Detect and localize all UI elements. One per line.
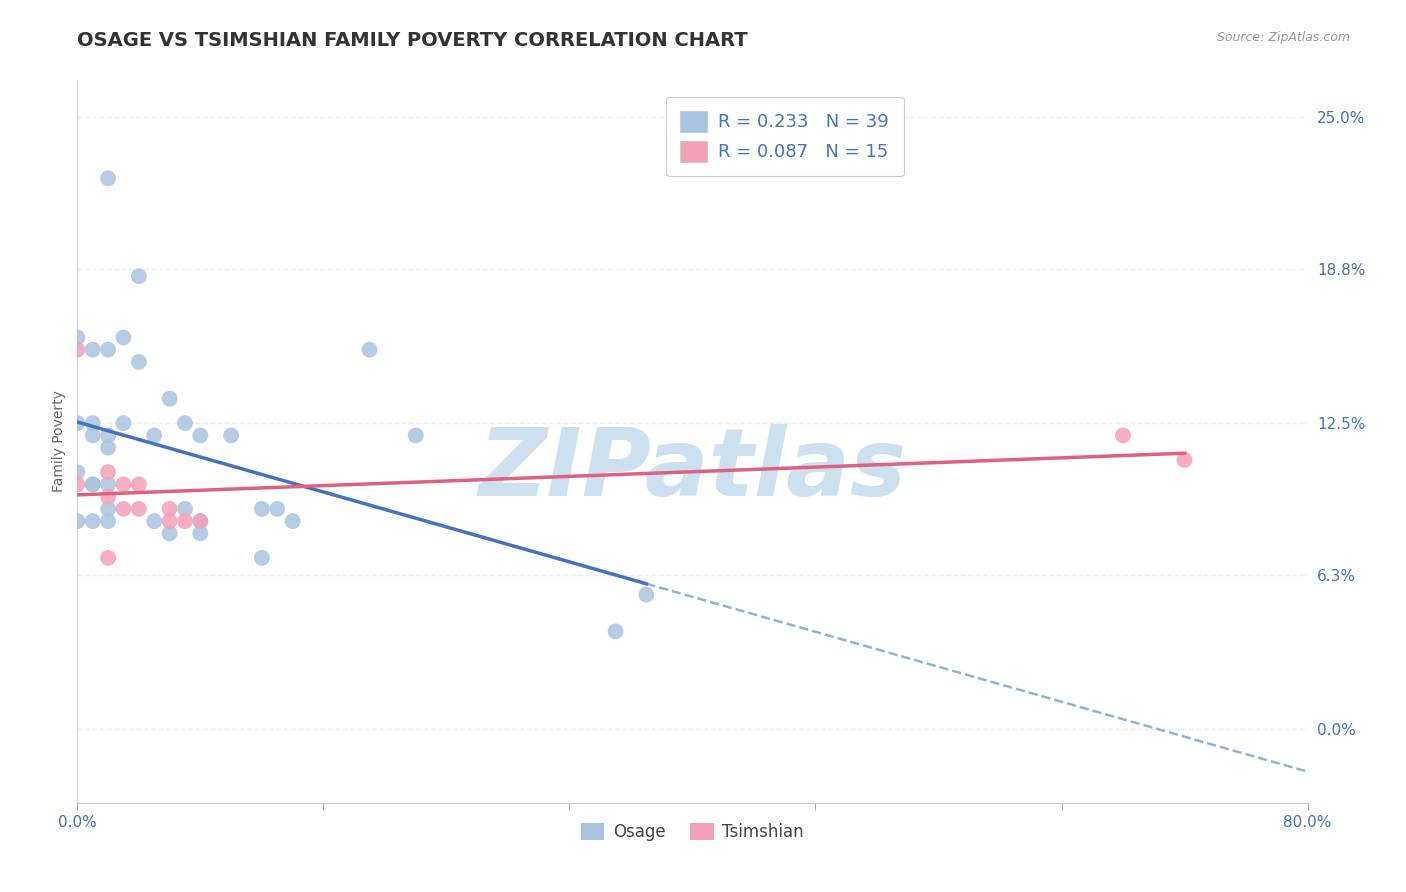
Point — [128, 502, 150, 516]
Point — [82, 343, 104, 357]
Point — [174, 502, 197, 516]
Point — [128, 355, 150, 369]
Point — [266, 502, 288, 516]
Point — [66, 416, 89, 430]
Point — [188, 514, 212, 528]
Point — [128, 269, 150, 284]
Point — [250, 502, 273, 516]
Point — [82, 514, 104, 528]
Point — [97, 343, 120, 357]
Point — [82, 477, 104, 491]
Point — [128, 477, 150, 491]
Point — [405, 428, 427, 442]
Text: Source: ZipAtlas.com: Source: ZipAtlas.com — [1216, 31, 1350, 45]
Point — [1112, 428, 1135, 442]
Point — [97, 477, 120, 491]
Point — [188, 428, 212, 442]
Point — [143, 428, 166, 442]
Text: ZIPatlas: ZIPatlas — [478, 425, 907, 516]
Point — [97, 171, 120, 186]
Point — [188, 526, 212, 541]
Point — [97, 514, 120, 528]
Point — [174, 514, 197, 528]
Point — [159, 502, 181, 516]
Point — [97, 441, 120, 455]
Point — [82, 477, 104, 491]
Point — [97, 428, 120, 442]
Point — [188, 514, 212, 528]
Point — [112, 416, 135, 430]
Point — [66, 477, 89, 491]
Point — [636, 588, 658, 602]
Point — [1174, 453, 1197, 467]
Point — [174, 416, 197, 430]
Point — [281, 514, 304, 528]
Point — [143, 514, 166, 528]
Point — [359, 343, 381, 357]
Point — [159, 526, 181, 541]
Point — [82, 416, 104, 430]
Point — [66, 343, 89, 357]
Point — [219, 428, 242, 442]
Point — [66, 514, 89, 528]
Point — [250, 550, 273, 565]
Point — [112, 502, 135, 516]
Point — [97, 502, 120, 516]
Point — [97, 490, 120, 504]
Point — [159, 514, 181, 528]
Text: OSAGE VS TSIMSHIAN FAMILY POVERTY CORRELATION CHART: OSAGE VS TSIMSHIAN FAMILY POVERTY CORREL… — [77, 31, 748, 50]
Point — [112, 477, 135, 491]
Point — [97, 465, 120, 479]
Point — [112, 330, 135, 344]
Point — [159, 392, 181, 406]
Point — [605, 624, 627, 639]
Point — [66, 330, 89, 344]
Y-axis label: Family Poverty: Family Poverty — [52, 391, 66, 492]
Point — [82, 428, 104, 442]
Point — [66, 465, 89, 479]
Point — [97, 550, 120, 565]
Legend: Osage, Tsimshian: Osage, Tsimshian — [581, 823, 804, 841]
